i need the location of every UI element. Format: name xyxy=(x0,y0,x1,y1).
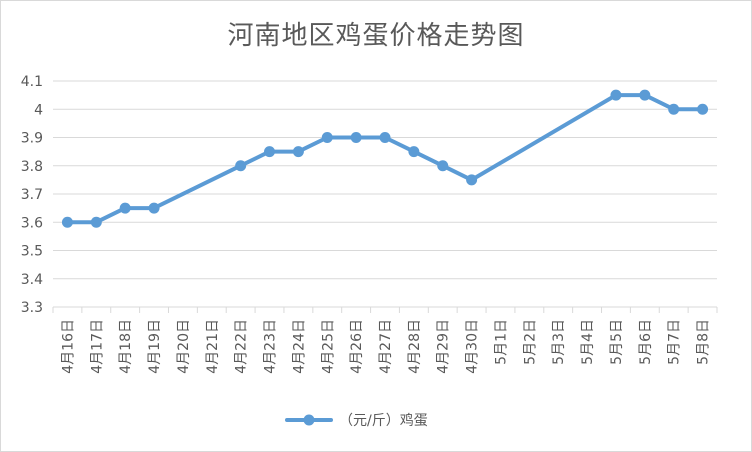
data-point xyxy=(379,132,391,143)
data-point xyxy=(350,132,362,143)
data-point xyxy=(466,174,478,186)
legend: （元/斤）鸡蛋 xyxy=(285,412,428,429)
x-tick-label: 5月6日 xyxy=(638,319,654,365)
x-axis xyxy=(52,306,718,313)
x-tick-label: 4月16日 xyxy=(60,319,76,374)
x-tick-label: 5月4日 xyxy=(580,319,596,365)
y-tick-label: 4 xyxy=(34,102,43,118)
x-tick-label: 5月5日 xyxy=(609,319,625,365)
data-point xyxy=(264,146,276,158)
x-tick-label: 5月3日 xyxy=(551,319,567,365)
x-tick-label: 4月28日 xyxy=(407,319,423,374)
data-point xyxy=(119,202,131,214)
data-point xyxy=(697,103,709,115)
x-tick-label: 4月19日 xyxy=(147,319,163,374)
x-tick-label: 4月22日 xyxy=(234,319,250,374)
y-tick-label: 3.6 xyxy=(21,215,43,231)
x-tick-label: 4月29日 xyxy=(436,319,452,374)
x-tick-label: 5月7日 xyxy=(667,319,683,365)
x-tick-label: 4月20日 xyxy=(176,319,192,374)
series-layer xyxy=(61,89,709,228)
data-point xyxy=(437,160,449,172)
x-tick-label: 5月2日 xyxy=(522,319,538,365)
data-point xyxy=(610,89,622,101)
gridlines xyxy=(53,80,717,280)
y-tick-label: 3.3 xyxy=(21,300,43,316)
y-tick-label: 3.7 xyxy=(21,187,43,203)
data-point xyxy=(292,146,304,158)
y-tick-label: 3.4 xyxy=(21,272,43,288)
x-tick-label: 4月24日 xyxy=(291,319,307,374)
series-line xyxy=(65,93,705,225)
data-point xyxy=(90,216,102,228)
y-axis: 3.3 3.4 3.5 3.6 3.7 3.8 3.9 4 4.1 xyxy=(21,74,43,316)
x-tick-label: 5月1日 xyxy=(493,319,509,365)
x-tick-label: 5月8日 xyxy=(696,319,712,365)
x-tick-labels: 4月16日 4月17日 4月18日 4月19日 4月20日 4月21日 4月22日 4月23日… xyxy=(60,319,711,374)
y-tick-label: 3.8 xyxy=(21,159,43,175)
x-tick-label: 4月30日 xyxy=(465,319,481,374)
data-point xyxy=(61,216,73,228)
y-tick-label: 3.5 xyxy=(21,244,43,260)
data-point xyxy=(148,202,160,214)
x-tick-label: 4月21日 xyxy=(205,319,221,374)
legend-marker xyxy=(303,414,315,426)
chart-title: 河南地区鸡蛋价格走势图 xyxy=(227,21,525,51)
y-tick-label: 4.1 xyxy=(21,74,43,90)
legend-label: （元/斤）鸡蛋 xyxy=(339,412,428,429)
x-tick-label: 4月25日 xyxy=(320,319,336,374)
data-point xyxy=(235,160,247,172)
data-point xyxy=(639,89,651,101)
x-tick-label: 4月23日 xyxy=(263,319,279,374)
x-tick-label: 4月17日 xyxy=(89,319,105,374)
y-tick-label: 3.9 xyxy=(21,131,43,147)
x-tick-label: 4月27日 xyxy=(378,319,394,374)
data-point xyxy=(321,132,333,143)
x-tick-label: 4月18日 xyxy=(118,319,134,374)
data-point xyxy=(408,146,420,158)
data-point xyxy=(668,103,680,115)
x-tick-label: 4月26日 xyxy=(349,319,365,374)
